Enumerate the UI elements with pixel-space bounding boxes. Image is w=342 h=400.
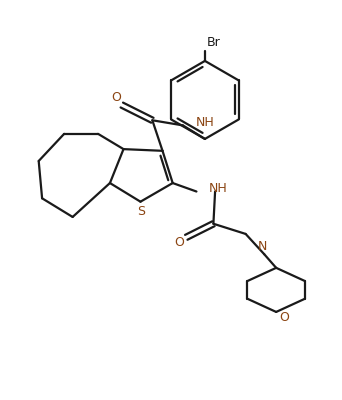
Text: S: S xyxy=(137,205,145,218)
Text: Br: Br xyxy=(207,36,220,49)
Text: O: O xyxy=(174,236,184,249)
Text: O: O xyxy=(280,310,290,324)
Text: N: N xyxy=(258,240,267,253)
Text: O: O xyxy=(111,91,121,104)
Text: NH: NH xyxy=(208,182,227,195)
Text: NH: NH xyxy=(196,116,214,130)
